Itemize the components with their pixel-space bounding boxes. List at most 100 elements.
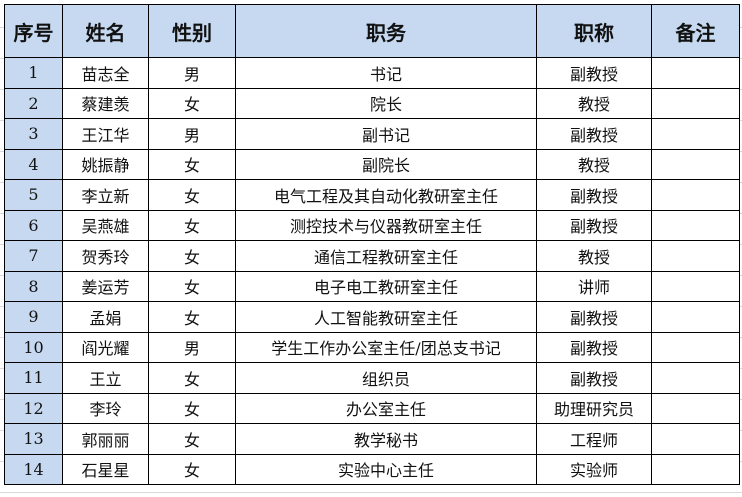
cell-name[interactable]: 李玲 bbox=[62, 392, 149, 424]
header-remarks[interactable]: 备注 bbox=[651, 4, 740, 58]
cell-position[interactable]: 学生工作办公室主任/团总支书记 bbox=[235, 331, 537, 363]
cell-remarks[interactable] bbox=[651, 179, 740, 211]
cell-index[interactable]: 10 bbox=[4, 331, 63, 363]
cell-gender[interactable]: 女 bbox=[148, 453, 236, 485]
cell-title[interactable]: 教授 bbox=[536, 148, 652, 180]
cell-index[interactable]: 5 bbox=[4, 179, 63, 211]
cell-title[interactable]: 副教授 bbox=[536, 179, 652, 211]
cell-position[interactable]: 副书记 bbox=[235, 118, 537, 150]
header-row: 序号 姓名 性别 职务 职称 备注 bbox=[4, 4, 740, 58]
cell-index[interactable]: 14 bbox=[4, 453, 63, 485]
cell-position[interactable]: 电气工程及其自动化教研室主任 bbox=[235, 179, 537, 211]
cell-name[interactable]: 贺秀玲 bbox=[62, 240, 149, 272]
cell-remarks[interactable] bbox=[651, 87, 740, 119]
cell-position[interactable]: 实验中心主任 bbox=[235, 453, 537, 485]
cell-remarks[interactable] bbox=[651, 209, 740, 241]
cell-title[interactable]: 副教授 bbox=[536, 331, 652, 363]
cell-title[interactable]: 教授 bbox=[536, 240, 652, 272]
cell-gender[interactable]: 女 bbox=[148, 270, 236, 302]
cell-remarks[interactable] bbox=[651, 270, 740, 302]
cell-remarks[interactable] bbox=[651, 362, 740, 394]
cell-gender[interactable]: 女 bbox=[148, 423, 236, 455]
cell-title[interactable]: 实验师 bbox=[536, 453, 652, 485]
cell-remarks[interactable] bbox=[651, 118, 740, 150]
cell-position[interactable]: 院长 bbox=[235, 87, 537, 119]
table-row: 6 吴燕雄女测控技术与仪器教研室主任 副教授 bbox=[4, 209, 740, 241]
cell-title[interactable]: 副教授 bbox=[536, 362, 652, 394]
cell-name[interactable]: 姚振静 bbox=[62, 148, 149, 180]
table-row: 5 李立新女电气工程及其自动化教研室主任 副教授 bbox=[4, 179, 740, 211]
cell-index[interactable]: 7 bbox=[4, 240, 63, 272]
table-row: 9 孟娟女人工智能教研室主任 副教授 bbox=[4, 301, 740, 333]
header-gender[interactable]: 性别 bbox=[148, 4, 236, 58]
cell-remarks[interactable] bbox=[651, 331, 740, 363]
cell-remarks[interactable] bbox=[651, 392, 740, 424]
cell-index[interactable]: 11 bbox=[4, 362, 63, 394]
cell-position[interactable]: 办公室主任 bbox=[235, 392, 537, 424]
cell-remarks[interactable] bbox=[651, 240, 740, 272]
cell-remarks[interactable] bbox=[651, 57, 740, 89]
cell-gender[interactable]: 男 bbox=[148, 118, 236, 150]
cell-position[interactable]: 电子电工教研室主任 bbox=[235, 270, 537, 302]
cell-name[interactable]: 阎光耀 bbox=[62, 331, 149, 363]
cell-index[interactable]: 9 bbox=[4, 301, 63, 333]
cell-title[interactable]: 副教授 bbox=[536, 209, 652, 241]
cell-index[interactable]: 2 bbox=[4, 87, 63, 119]
cell-name[interactable]: 王立 bbox=[62, 362, 149, 394]
cell-gender[interactable]: 男 bbox=[148, 57, 236, 89]
cell-remarks[interactable] bbox=[651, 148, 740, 180]
cell-title[interactable]: 工程师 bbox=[536, 423, 652, 455]
cell-index[interactable]: 6 bbox=[4, 209, 63, 241]
cell-name[interactable]: 王江华 bbox=[62, 118, 149, 150]
cell-title[interactable]: 讲师 bbox=[536, 270, 652, 302]
cell-gender[interactable]: 女 bbox=[148, 301, 236, 333]
cell-gender[interactable]: 女 bbox=[148, 392, 236, 424]
cell-gender[interactable]: 男 bbox=[148, 331, 236, 363]
cell-remarks[interactable] bbox=[651, 453, 740, 485]
cell-gender[interactable]: 女 bbox=[148, 240, 236, 272]
cell-gender[interactable]: 女 bbox=[148, 179, 236, 211]
cell-index[interactable]: 12 bbox=[4, 392, 63, 424]
header-position[interactable]: 职务 bbox=[235, 4, 537, 58]
cell-position[interactable]: 教学秘书 bbox=[235, 423, 537, 455]
cell-position[interactable]: 人工智能教研室主任 bbox=[235, 301, 537, 333]
cell-gender[interactable]: 女 bbox=[148, 362, 236, 394]
table-row: 14 石星星女实验中心主任 实验师 bbox=[4, 453, 740, 485]
cell-gender[interactable]: 女 bbox=[148, 87, 236, 119]
header-name[interactable]: 姓名 bbox=[62, 4, 149, 58]
table-row: 4 姚振静女副院长 教授 bbox=[4, 148, 740, 180]
cell-name[interactable]: 姜运芳 bbox=[62, 270, 149, 302]
cell-index[interactable]: 3 bbox=[4, 118, 63, 150]
cell-title[interactable]: 副教授 bbox=[536, 301, 652, 333]
cell-position[interactable]: 组织员 bbox=[235, 362, 537, 394]
header-index[interactable]: 序号 bbox=[4, 4, 63, 58]
cell-index[interactable]: 1 bbox=[4, 57, 63, 89]
cell-remarks[interactable] bbox=[651, 423, 740, 455]
cell-title[interactable]: 副教授 bbox=[536, 118, 652, 150]
cell-gender[interactable]: 女 bbox=[148, 209, 236, 241]
cell-name[interactable]: 孟娟 bbox=[62, 301, 149, 333]
cell-title[interactable]: 副教授 bbox=[536, 57, 652, 89]
cell-remarks[interactable] bbox=[651, 301, 740, 333]
cell-name[interactable]: 苗志全 bbox=[62, 57, 149, 89]
cell-gender[interactable]: 女 bbox=[148, 148, 236, 180]
table-row: 3 王江华男副书记 副教授 bbox=[4, 118, 740, 150]
table-row: 8 姜运芳女电子电工教研室主任 讲师 bbox=[4, 270, 740, 302]
cell-name[interactable]: 吴燕雄 bbox=[62, 209, 149, 241]
cell-position[interactable]: 通信工程教研室主任 bbox=[235, 240, 537, 272]
cell-name[interactable]: 李立新 bbox=[62, 179, 149, 211]
staff-table: 序号 姓名 性别 职务 职称 备注 1 苗志全男书记 副教授 2 蔡建羡女院长 教授 3 王江… bbox=[4, 4, 740, 485]
cell-title[interactable]: 助理研究员 bbox=[536, 392, 652, 424]
cell-name[interactable]: 郭丽丽 bbox=[62, 423, 149, 455]
header-title[interactable]: 职称 bbox=[536, 4, 652, 58]
cell-position[interactable]: 测控技术与仪器教研室主任 bbox=[235, 209, 537, 241]
cell-index[interactable]: 13 bbox=[4, 423, 63, 455]
cell-name[interactable]: 蔡建羡 bbox=[62, 87, 149, 119]
cell-index[interactable]: 4 bbox=[4, 148, 63, 180]
cell-position[interactable]: 副院长 bbox=[235, 148, 537, 180]
cell-title[interactable]: 教授 bbox=[536, 87, 652, 119]
cell-position[interactable]: 书记 bbox=[235, 57, 537, 89]
cell-index[interactable]: 8 bbox=[4, 270, 63, 302]
table-row: 10 阎光耀男学生工作办公室主任/团总支书记 副教授 bbox=[4, 331, 740, 363]
cell-name[interactable]: 石星星 bbox=[62, 453, 149, 485]
